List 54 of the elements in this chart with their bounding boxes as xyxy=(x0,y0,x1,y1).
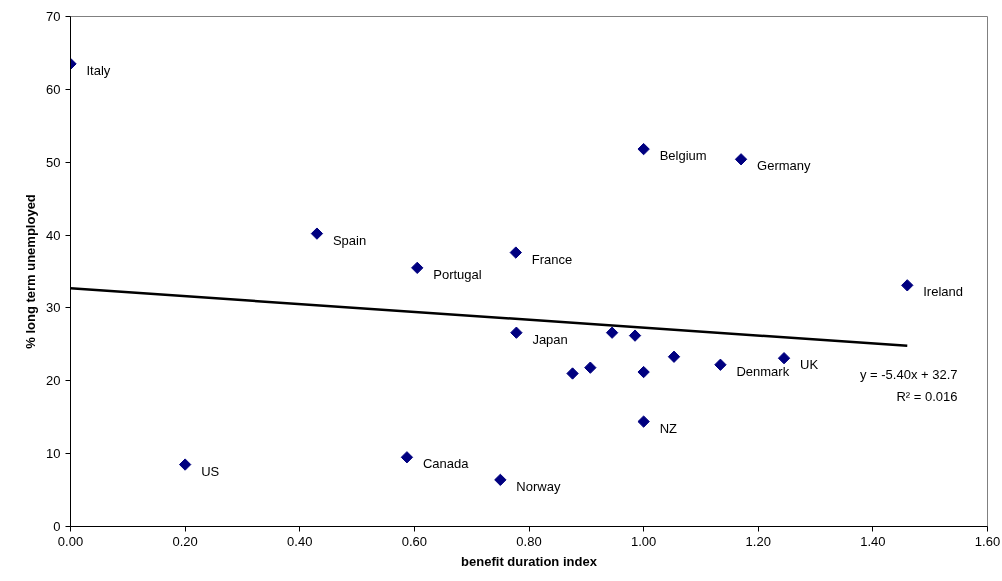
point xyxy=(178,458,192,471)
point xyxy=(400,451,414,464)
x-tick-label: 1.20 xyxy=(745,533,771,549)
annotation: R² = 0.016 xyxy=(896,388,958,404)
y-tick-label: 20 xyxy=(46,373,61,389)
point xyxy=(637,415,650,428)
point xyxy=(605,326,619,339)
y-tick-label: 10 xyxy=(46,446,61,462)
annotation: France xyxy=(531,251,573,267)
annotation: Portugal xyxy=(433,266,482,282)
x-tick-label: 0.20 xyxy=(172,533,198,549)
annotation: Canada xyxy=(422,456,470,472)
point xyxy=(714,358,727,371)
point xyxy=(667,350,681,363)
annotation: UK xyxy=(800,357,819,373)
annotation: Norway xyxy=(516,478,561,494)
point xyxy=(411,261,424,275)
annotation: Germany xyxy=(757,158,812,174)
x-tick-label: 1.60 xyxy=(974,533,1001,549)
annotation: US xyxy=(201,463,220,479)
point xyxy=(777,352,791,365)
y-tick-label: 60 xyxy=(46,81,61,97)
y-tick-label: 70 xyxy=(46,9,61,24)
point xyxy=(566,367,579,380)
x-tick-label: 0.80 xyxy=(516,533,542,549)
point xyxy=(584,361,597,374)
point xyxy=(637,142,650,156)
point xyxy=(509,246,522,259)
point xyxy=(734,153,748,166)
annotation: Ireland xyxy=(923,284,964,300)
x-axis-title: benefit duration index xyxy=(461,553,598,569)
y-tick-label: 40 xyxy=(46,227,61,243)
y-tick-label: 0 xyxy=(53,519,61,534)
y-tick-label: 50 xyxy=(46,154,61,170)
y-tick-label: 30 xyxy=(46,300,61,316)
point xyxy=(901,279,914,292)
point xyxy=(310,227,324,240)
y-axis-title: % long term unemployed xyxy=(23,194,39,349)
annotation: Italy xyxy=(86,62,111,78)
point xyxy=(628,329,642,342)
point xyxy=(510,326,523,339)
annotation: Belgium xyxy=(659,148,707,164)
annotation: Japan xyxy=(532,331,568,347)
point xyxy=(494,473,507,487)
annotation: NZ xyxy=(659,420,678,436)
x-tick-label: 0.40 xyxy=(287,533,313,549)
x-tick-label: 0.60 xyxy=(401,533,428,549)
annotation: y = -5.40x + 32.7 xyxy=(859,366,958,382)
point xyxy=(637,365,650,379)
x-tick-label: 1.40 xyxy=(860,533,886,549)
x-tick-label: 1.00 xyxy=(630,533,657,549)
x-tick-label: 0.00 xyxy=(57,533,84,549)
annotation: Denmark xyxy=(736,363,790,379)
annotation: Spain xyxy=(332,232,367,248)
